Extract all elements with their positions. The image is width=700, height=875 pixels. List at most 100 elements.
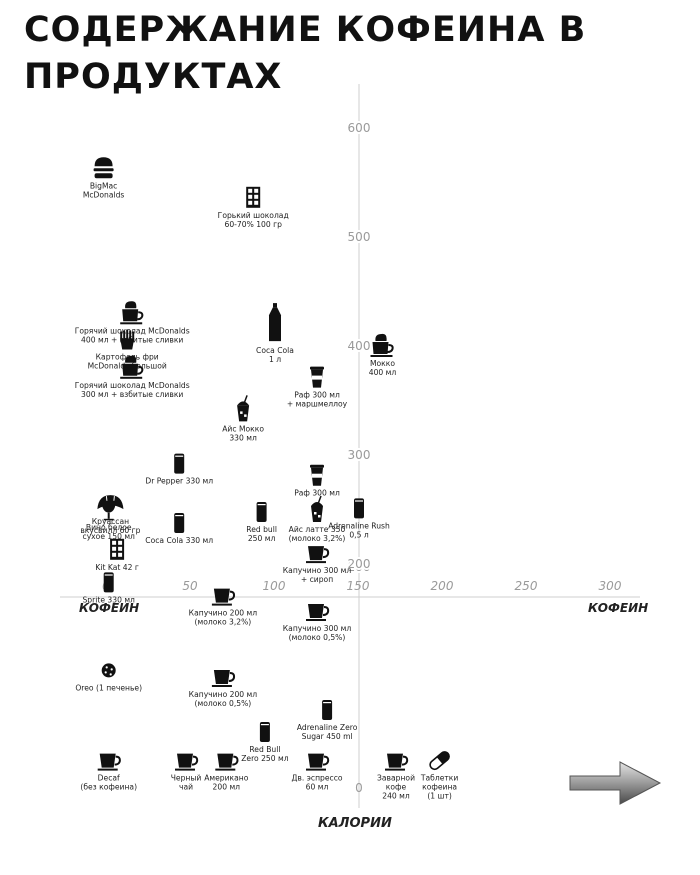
point-label: Coca Cola 330 мл xyxy=(145,536,213,545)
data-point: Coca Cola 330 мл xyxy=(145,513,213,545)
coffee-cup-icon xyxy=(175,753,199,771)
coffee-cup-icon xyxy=(211,670,236,687)
point-label: сухое 150 мл xyxy=(83,532,136,541)
point-label: (молоко 3,2%) xyxy=(289,534,346,543)
point-label: вкусвилл 60 гр xyxy=(80,526,140,535)
point-label: (1 шт) xyxy=(427,792,452,801)
chocolate-bar-icon xyxy=(110,538,125,560)
point-label: 330 мл xyxy=(229,433,257,442)
chocolate-bar-icon xyxy=(246,186,261,208)
data-point: Капучино 300 мл(молоко 0,5%) xyxy=(283,604,352,642)
chart-title-line-1: СОДЕРЖАНИЕ КОФЕИНА В xyxy=(24,10,587,50)
y-tick-label: 300 xyxy=(348,448,371,462)
burger-icon xyxy=(93,157,114,179)
point-label: 300 мл + взбитые сливки xyxy=(81,390,183,399)
point-label: + сироп xyxy=(301,575,333,584)
point-label: Заварной xyxy=(377,774,415,783)
iced-drink-icon xyxy=(237,395,250,422)
point-label: 240 мл xyxy=(382,792,410,801)
data-point: Sprite 330 мл xyxy=(82,572,135,604)
point-label: Red Bull xyxy=(249,745,280,754)
data-point: Dr Pepper 330 мл xyxy=(145,453,213,486)
point-label: 60-70% 100 гр xyxy=(224,220,282,229)
bottle-icon xyxy=(269,303,281,342)
can-icon xyxy=(174,453,185,474)
point-label: Sugar 450 ml xyxy=(302,732,353,741)
coffee-cup-icon xyxy=(306,546,330,564)
x-axis-label-right: КОФЕИН xyxy=(588,601,649,615)
coffee-cup-icon xyxy=(215,753,239,771)
point-label: кофеина xyxy=(422,783,457,792)
point-label: 250 мл xyxy=(248,534,276,543)
x-axis-label-left: КОФЕИН xyxy=(79,601,140,615)
point-label: (молоко 0,5%) xyxy=(289,633,346,642)
coffee-cup-icon xyxy=(211,588,236,606)
can-icon xyxy=(103,572,114,593)
point-label: Вино белое xyxy=(86,523,132,532)
point-label: (молоко 0,5%) xyxy=(195,699,252,708)
point-label: 1 л xyxy=(269,355,281,364)
hot-chocolate-mug-icon xyxy=(120,301,144,325)
point-label: 200 мл xyxy=(213,783,241,792)
point-label: кофе xyxy=(386,783,407,792)
point-label: Kit Kat 42 г xyxy=(95,563,138,572)
point-label: Круассан xyxy=(92,517,129,526)
x-tick-label: 300 xyxy=(599,579,622,593)
can-icon xyxy=(256,502,267,522)
point-label: Капучино 200 мл xyxy=(189,690,258,699)
data-point: Раф 300 мл xyxy=(294,464,340,498)
can-icon xyxy=(174,513,185,533)
y-tick-label-zero: 0 xyxy=(355,781,363,795)
point-label: 0,5 л xyxy=(349,530,368,539)
point-label: Coca Cola xyxy=(256,346,294,355)
axes xyxy=(60,84,640,808)
takeaway-cup-icon xyxy=(310,464,324,486)
y-tick-label: 600 xyxy=(348,121,371,135)
tick-labels: 0501001502002503001002003004005006000 xyxy=(102,119,622,795)
can-icon xyxy=(322,700,333,720)
point-label: Айс Мокко xyxy=(222,424,264,433)
point-label: Дв. эспрессо xyxy=(291,774,342,783)
data-point: Раф 300 мл+ маршмеллоу xyxy=(287,366,348,409)
x-tick-label: 100 xyxy=(263,579,286,593)
data-point: Капучино 200 мл(молоко 0,5%) xyxy=(189,670,258,708)
point-label: Горячий шоколад McDonalds xyxy=(75,326,190,335)
x-tick-label: 250 xyxy=(515,579,538,593)
data-point: Капучино 200 мл(молоко 3,2%) xyxy=(189,588,258,627)
point-label: (молоко 3,2%) xyxy=(195,618,252,627)
wine-glass-icon xyxy=(101,500,116,521)
next-arrow-icon[interactable] xyxy=(568,758,664,808)
chart-title-line-2: ПРОДУКТАХ xyxy=(24,57,283,97)
x-tick-label: 50 xyxy=(182,579,198,593)
point-label: 400 мл xyxy=(369,368,397,377)
point-label: Горький шоколад xyxy=(218,211,289,220)
point-label: Капучино 200 мл xyxy=(189,609,258,618)
point-label: Айс латте 350 xyxy=(289,525,346,534)
pill-icon xyxy=(429,751,450,771)
point-label: Капучино 300 мл xyxy=(283,624,352,633)
point-label: Dr Pepper 330 мл xyxy=(145,477,213,486)
point-label: Американо xyxy=(204,774,249,783)
point-label: Oreo (1 печенье) xyxy=(75,683,142,692)
point-label: Adrenaline Rush xyxy=(328,521,390,530)
coffee-cup-icon xyxy=(306,604,330,621)
takeaway-cup-icon xyxy=(310,366,324,388)
point-label: Adrenaline Zero xyxy=(297,723,358,732)
iced-drink-icon xyxy=(311,495,323,522)
point-label: + маршмеллоу xyxy=(287,400,348,409)
data-point: Капучино 300 мл+ сироп xyxy=(283,546,351,584)
hot-chocolate-mug-icon xyxy=(370,333,394,357)
data-point: Decaf(без кофеина) xyxy=(80,753,137,792)
coffee-cup-icon xyxy=(306,753,330,771)
